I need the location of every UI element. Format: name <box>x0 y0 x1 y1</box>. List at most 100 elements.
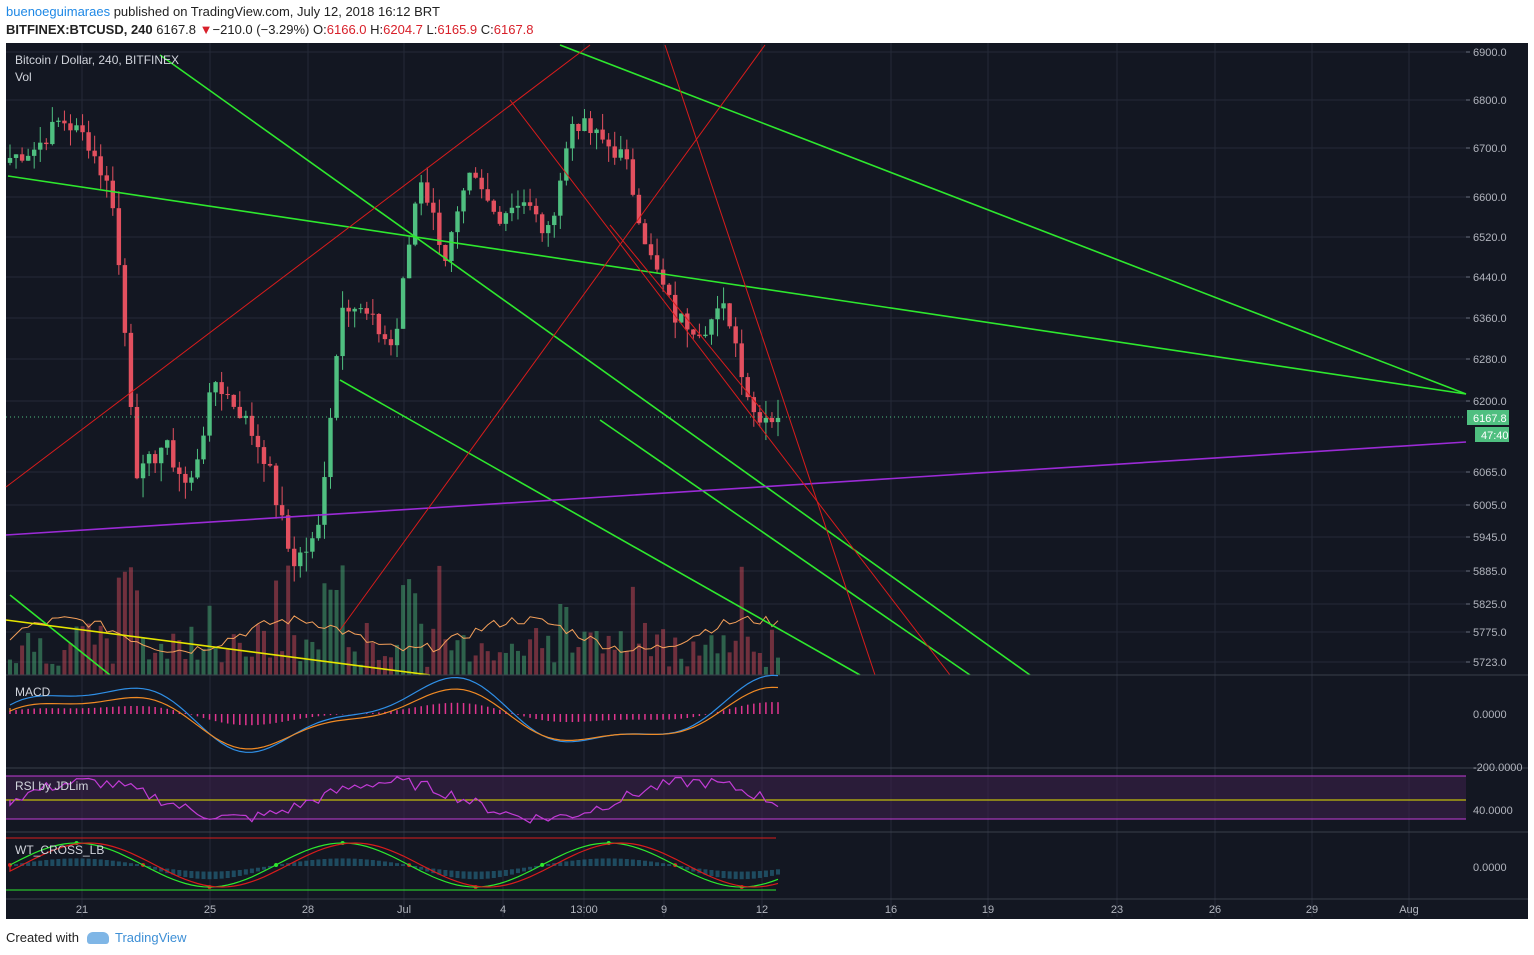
volume-bar <box>219 662 224 675</box>
tradingview-link[interactable]: TradingView <box>86 930 187 945</box>
countdown-badge: 47:40 <box>1481 430 1509 442</box>
wt-area <box>661 863 666 866</box>
wt-area <box>110 860 115 866</box>
volume-bar <box>304 639 309 675</box>
volume-bar <box>159 643 164 675</box>
wt-area <box>177 869 182 876</box>
candle-body <box>443 244 448 261</box>
candle-body <box>140 463 146 479</box>
y-tick-label: 5885.0 <box>1473 566 1507 578</box>
candle-body <box>582 118 587 132</box>
volume-bar <box>286 565 291 675</box>
wt-area <box>455 871 460 879</box>
wt-area <box>171 869 176 875</box>
rsi-title: RSI by JDLim <box>15 779 88 793</box>
wt-area <box>322 858 327 866</box>
candle-body <box>624 149 630 160</box>
candle-body <box>225 394 230 396</box>
wt1-line <box>9 842 779 888</box>
wt-area <box>310 859 315 866</box>
wt-area <box>159 867 164 872</box>
volume-bar <box>534 628 539 675</box>
wt-area <box>268 865 273 868</box>
low-value: 6165.9 <box>437 22 478 37</box>
wt-area <box>769 869 774 876</box>
red-trendline <box>339 44 766 631</box>
candle-body <box>146 454 152 464</box>
volume-bar <box>739 566 744 675</box>
green-trendline <box>599 419 971 676</box>
wt-area <box>50 859 55 866</box>
volume-bar <box>231 634 236 675</box>
wt-area <box>370 860 375 866</box>
wt-area <box>776 869 780 875</box>
candle-body <box>110 180 116 209</box>
wt-area <box>582 859 587 866</box>
volume-bar <box>745 636 750 675</box>
candle-body <box>25 155 31 161</box>
candle-body <box>400 278 406 329</box>
wt-area <box>225 870 230 878</box>
candle-body <box>68 123 73 131</box>
y-tick-label: 5945.0 <box>1473 532 1507 544</box>
candle-body <box>697 334 702 337</box>
wt-area <box>437 869 442 875</box>
volume-bar <box>515 650 520 675</box>
volume-bar <box>455 640 460 675</box>
symbol-label: BITFINEX:BTCUSD, 240 <box>6 22 153 37</box>
candle-body <box>449 232 454 261</box>
wt-area <box>558 862 563 866</box>
wt-area <box>564 861 569 866</box>
volume-bar <box>449 650 454 675</box>
candle-body <box>13 154 19 158</box>
candle-body <box>134 406 140 479</box>
volume-bar <box>122 571 127 675</box>
volume-bar <box>655 634 660 675</box>
wt-area <box>763 870 768 878</box>
candle-body <box>219 382 224 395</box>
volume-bar <box>485 651 490 675</box>
candle-body <box>564 148 569 181</box>
candle-body <box>201 435 206 460</box>
volume-bar <box>679 658 684 675</box>
volume-bar <box>558 603 563 675</box>
candle-body <box>243 415 249 419</box>
wt-area <box>479 871 484 880</box>
volume-bar <box>709 635 714 675</box>
wt-area <box>618 858 623 866</box>
green-trendline <box>559 44 1467 395</box>
wt-area <box>727 871 732 879</box>
candle-body <box>62 120 67 124</box>
volume-bar <box>98 625 103 675</box>
volume-bar <box>757 652 762 675</box>
green-trendline <box>9 594 111 676</box>
candle-body <box>642 223 648 245</box>
candle-body <box>255 435 261 448</box>
volume-bar <box>322 583 327 675</box>
wt-area <box>534 865 539 868</box>
candle-body <box>600 129 605 140</box>
wt-area <box>183 870 188 878</box>
candle-body <box>104 175 109 181</box>
x-tick-label: 25 <box>204 904 216 916</box>
volume-bar <box>588 632 593 675</box>
x-tick-label: 28 <box>302 904 314 916</box>
wt-area <box>80 858 85 866</box>
wt-area <box>316 859 321 866</box>
volume-bar <box>673 637 678 675</box>
candle-body <box>116 208 122 266</box>
volume-bar <box>165 658 170 675</box>
wt-area <box>515 868 520 874</box>
wt-area <box>630 859 635 866</box>
publisher-name[interactable]: buenoeguimaraes <box>6 4 111 19</box>
volume-bar <box>401 585 406 675</box>
volume-bar <box>721 635 726 675</box>
candle-body <box>292 548 297 567</box>
volume-bar <box>328 589 333 675</box>
candle-body <box>328 417 333 478</box>
wt-area <box>44 860 49 866</box>
volume-bar <box>298 661 303 675</box>
wt-area <box>128 863 133 866</box>
wt-area <box>243 869 248 875</box>
